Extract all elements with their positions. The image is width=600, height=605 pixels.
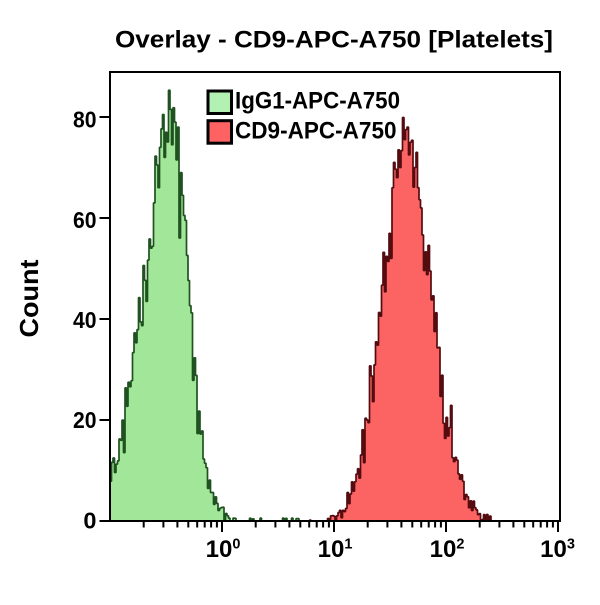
svg-text:Count: Count bbox=[14, 259, 44, 337]
svg-text:IgG1-APC-A750: IgG1-APC-A750 bbox=[235, 88, 400, 115]
svg-text:60: 60 bbox=[73, 207, 97, 233]
svg-text:40: 40 bbox=[73, 307, 97, 333]
svg-text:0: 0 bbox=[83, 508, 96, 534]
svg-text:Overlay - CD9-APC-A750 [Platel: Overlay - CD9-APC-A750 [Platelets] bbox=[115, 27, 553, 54]
svg-text:80: 80 bbox=[73, 107, 97, 133]
svg-text:CD9-APC-A750: CD9-APC-A750 bbox=[235, 117, 397, 144]
svg-text:20: 20 bbox=[73, 407, 97, 433]
